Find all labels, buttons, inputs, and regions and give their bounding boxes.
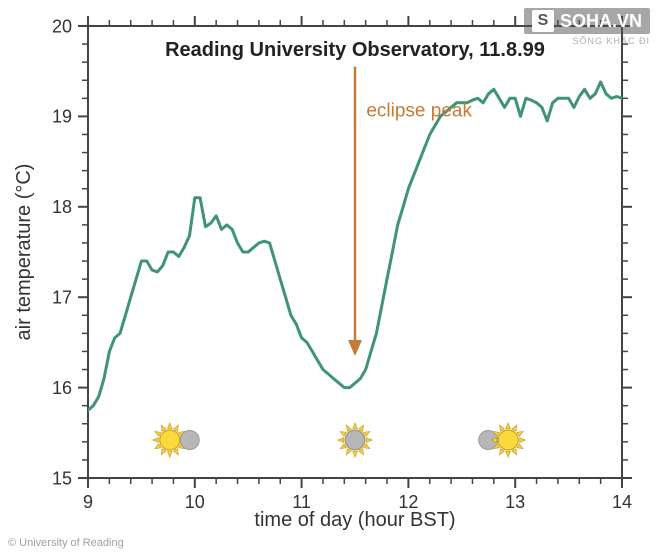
svg-text:Reading University Observatory: Reading University Observatory, 11.8.99 (165, 39, 545, 61)
chart-container: 91011121314151617181920time of day (hour… (0, 0, 660, 553)
svg-text:eclipse peak: eclipse peak (366, 100, 472, 121)
watermark: S SOHA.VN SỐNG KHÁC ĐI (524, 8, 650, 46)
svg-text:9: 9 (83, 492, 93, 512)
svg-text:air temperature (°C): air temperature (°C) (13, 164, 35, 341)
credit-text: © University of Reading (8, 537, 124, 549)
watermark-badge: S (532, 10, 554, 32)
svg-text:10: 10 (185, 492, 205, 512)
svg-text:13: 13 (505, 492, 525, 512)
watermark-box: S SOHA.VN (524, 8, 650, 34)
svg-text:20: 20 (52, 16, 72, 36)
svg-text:17: 17 (52, 288, 72, 308)
watermark-sub: SỐNG KHÁC ĐI (572, 36, 650, 46)
svg-text:16: 16 (52, 378, 72, 398)
svg-text:15: 15 (52, 468, 72, 488)
svg-text:14: 14 (612, 492, 632, 512)
line-chart: 91011121314151617181920time of day (hour… (0, 0, 660, 553)
watermark-text: SOHA.VN (560, 11, 642, 32)
svg-text:19: 19 (52, 107, 72, 127)
svg-text:time of day (hour BST): time of day (hour BST) (254, 509, 455, 531)
svg-text:18: 18 (52, 197, 72, 217)
